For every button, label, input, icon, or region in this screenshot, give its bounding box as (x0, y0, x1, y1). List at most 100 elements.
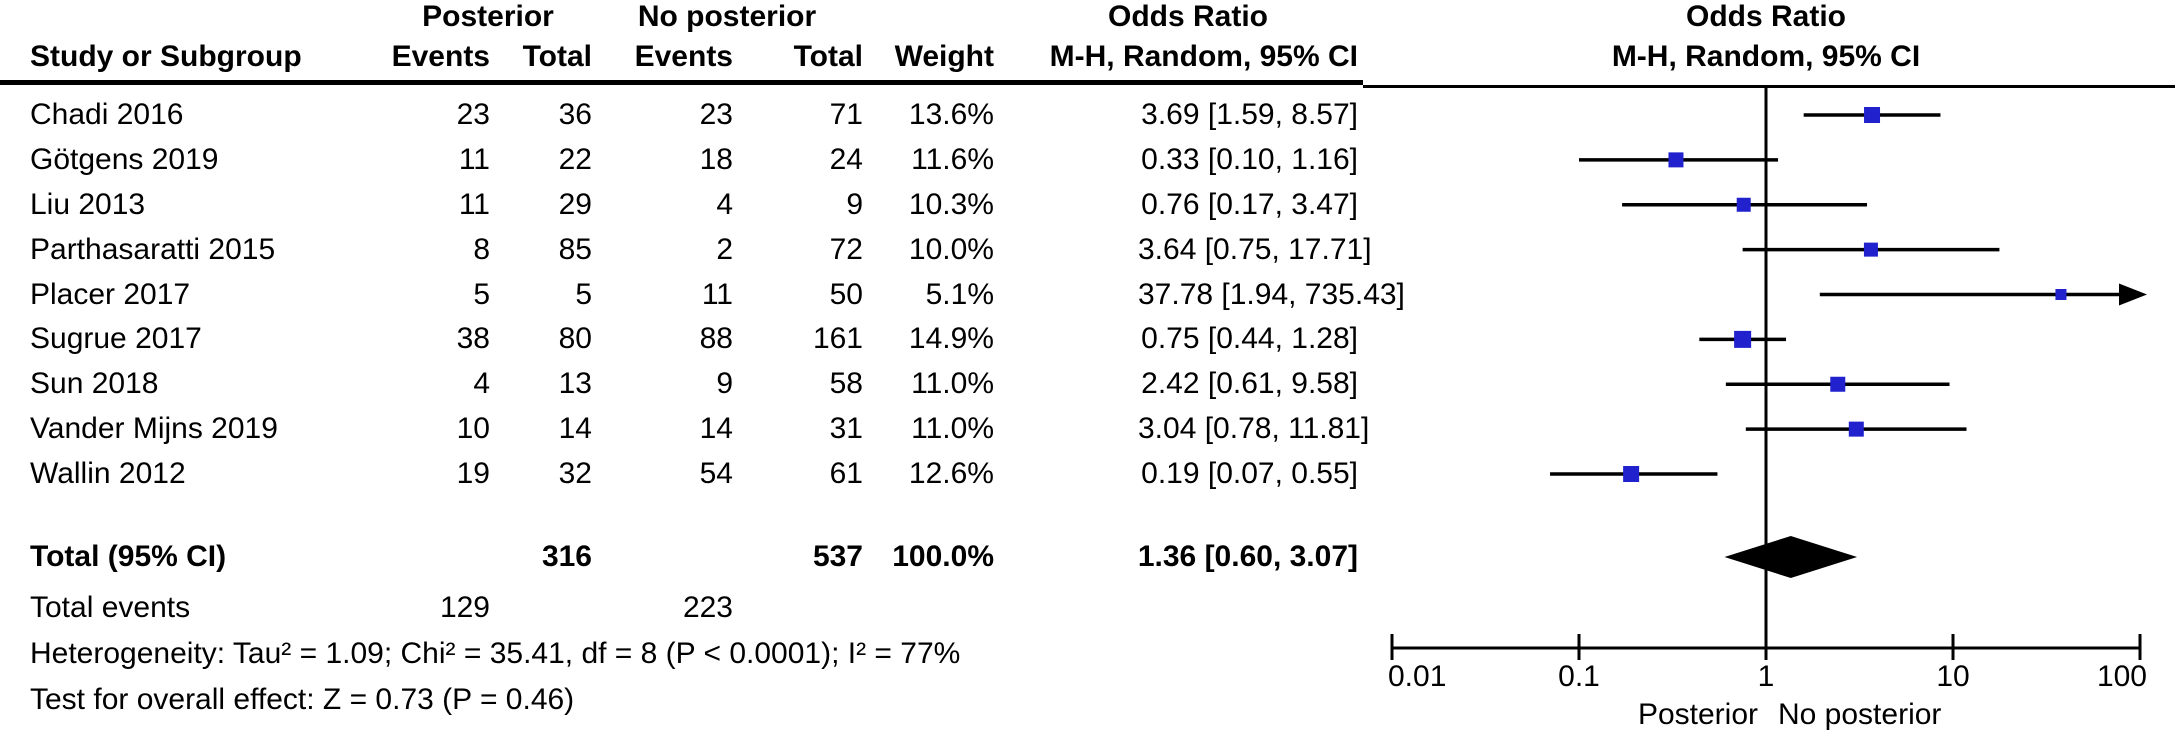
events-posterior: 11 (458, 188, 490, 221)
total-posterior: 32 (558, 457, 592, 490)
or-estimate: 3.64 [0.75, 17.71] (1138, 233, 1372, 266)
total-no-posterior-header: Total (793, 40, 863, 73)
or-estimate: 2.42 [0.61, 9.58] (1141, 367, 1358, 400)
group-header-no-posterior: No posterior (637, 0, 817, 33)
events-no-posterior: 4 (716, 188, 733, 221)
events-no-posterior: 9 (716, 367, 733, 400)
total-events-posterior: 129 (439, 591, 490, 624)
total-posterior: 5 (575, 278, 592, 311)
events-posterior-header: Events (391, 40, 490, 73)
events-no-posterior: 11 (701, 278, 733, 311)
study-name: Chadi 2016 (30, 98, 184, 131)
events-posterior: 19 (456, 457, 490, 490)
study-name: Liu 2013 (30, 188, 146, 221)
plot-header-divider (1363, 85, 2175, 88)
or-estimate: 37.78 [1.94, 735.43] (1138, 278, 1405, 311)
or-estimate: 0.76 [0.17, 3.47] (1141, 188, 1358, 221)
study-name: Placer 2017 (30, 278, 191, 311)
events-no-posterior: 88 (699, 322, 733, 355)
or-square (1734, 330, 1752, 348)
study-name: Götgens 2019 (30, 143, 219, 176)
total-posterior-header: Total (522, 40, 592, 73)
total-posterior: 80 (558, 322, 592, 355)
total-no-posterior: 71 (829, 98, 863, 131)
axis-tick-label: 100 (2096, 660, 2147, 693)
study-name: Sun 2018 (30, 367, 159, 400)
total-weight: 100.0% (892, 540, 994, 573)
axis-tick-label: 1 (1757, 660, 1775, 693)
events-no-posterior: 54 (699, 457, 733, 490)
total-no-posterior: 58 (829, 367, 863, 400)
weight: 10.3% (908, 188, 994, 221)
weight: 12.6% (908, 457, 994, 490)
study-name: Sugrue 2017 (30, 322, 202, 355)
events-posterior: 8 (473, 233, 490, 266)
events-posterior: 38 (456, 322, 490, 355)
or-square (1848, 421, 1864, 437)
ci-arrow (2119, 283, 2147, 306)
events-posterior: 10 (456, 412, 490, 445)
or-square (1864, 107, 1881, 123)
events-posterior: 23 (456, 98, 490, 131)
group-header-posterior: Posterior (422, 0, 554, 33)
events-posterior: 5 (473, 278, 490, 311)
or-estimate: 0.33 [0.10, 1.16] (1141, 143, 1358, 176)
or-method-column-header: M-H, Random, 95% CI (1049, 40, 1358, 73)
events-posterior: 4 (473, 367, 490, 400)
total-posterior: 85 (558, 233, 592, 266)
overall-effect-test: Test for overall effect: Z = 0.73 (P = 0… (30, 683, 575, 716)
odds-ratio-column-title: Odds Ratio (1107, 0, 1268, 33)
odds-ratio-plot-title: Odds Ratio (1685, 0, 1846, 33)
total-posterior: 14 (558, 412, 592, 445)
weight: 14.9% (908, 322, 994, 355)
events-no-posterior: 18 (699, 143, 733, 176)
or-estimate: 0.75 [0.44, 1.28] (1141, 322, 1358, 355)
study-name: Parthasaratti 2015 (30, 233, 276, 266)
study-name: Wallin 2012 (30, 457, 186, 490)
or-estimate: 3.04 [0.78, 11.81] (1138, 412, 1370, 445)
axis-label-posterior: Posterior (1637, 698, 1758, 731)
or-square (1668, 152, 1684, 168)
axis-tick-label: 10 (1936, 660, 1970, 693)
weight: 5.1% (925, 278, 994, 311)
weight: 13.6% (908, 98, 994, 131)
study-name: Vander Mijns 2019 (30, 412, 278, 445)
total-no-posterior: 31 (829, 412, 863, 445)
heterogeneity-stats: Heterogeneity: Tau² = 1.09; Chi² = 35.41… (30, 637, 961, 670)
or-square (1863, 242, 1878, 257)
total-posterior: 13 (558, 367, 592, 400)
total-no-posterior: 9 (846, 188, 863, 221)
total-no-posterior-n: 537 (812, 540, 863, 573)
events-no-posterior: 23 (699, 98, 733, 131)
study-column-header: Study or Subgroup (30, 40, 302, 73)
or-method-plot-header: M-H, Random, 95% CI (1611, 40, 1921, 73)
axis-tick-label: 0.01 (1388, 660, 1447, 693)
weight: 11.6% (911, 143, 994, 176)
total-posterior: 22 (558, 143, 592, 176)
axis-label-no-posterior: No posterior (1778, 698, 1942, 731)
total-no-posterior: 24 (829, 143, 863, 176)
total-no-posterior: 50 (829, 278, 863, 311)
events-posterior: 11 (458, 143, 490, 176)
total-events-label: Total events (30, 591, 191, 624)
axis-tick-label: 0.1 (1558, 660, 1600, 693)
or-square (1623, 466, 1640, 482)
total-no-posterior: 161 (812, 322, 863, 355)
or-square (1830, 376, 1846, 392)
or-square (1736, 197, 1751, 212)
weight: 11.0% (911, 412, 994, 445)
weight: 11.0% (911, 367, 994, 400)
total-events-no-posterior: 223 (682, 591, 733, 624)
events-no-posterior: 14 (699, 412, 733, 445)
events-no-posterior: 2 (716, 233, 733, 266)
total-posterior: 36 (558, 98, 592, 131)
total-row-label: Total (95% CI) (30, 540, 227, 573)
weight: 10.0% (908, 233, 994, 266)
total-no-posterior: 72 (829, 233, 863, 266)
total-or-estimate: 1.36 [0.60, 3.07] (1137, 540, 1358, 573)
weight-column-header: Weight (894, 40, 994, 73)
total-posterior: 29 (558, 188, 592, 221)
events-no-posterior-header: Events (634, 40, 733, 73)
or-estimate: 3.69 [1.59, 8.57] (1141, 98, 1358, 131)
